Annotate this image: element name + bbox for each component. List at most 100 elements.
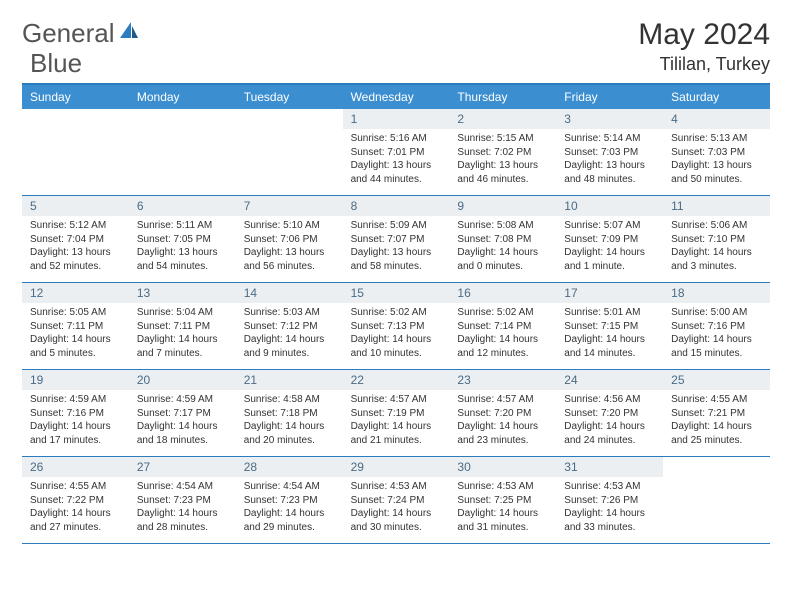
day-info: Sunrise: 5:05 AMSunset: 7:11 PMDaylight:…: [22, 303, 129, 366]
daylight-text: Daylight: 13 hours and 58 minutes.: [351, 246, 442, 273]
sunset-text: Sunset: 7:11 PM: [30, 320, 121, 334]
day-info: Sunrise: 5:01 AMSunset: 7:15 PMDaylight:…: [556, 303, 663, 366]
day-info: Sunrise: 5:13 AMSunset: 7:03 PMDaylight:…: [663, 129, 770, 192]
daylight-text: Daylight: 14 hours and 25 minutes.: [671, 420, 762, 447]
sunrise-text: Sunrise: 4:56 AM: [564, 393, 655, 407]
sunset-text: Sunset: 7:23 PM: [137, 494, 228, 508]
day-info: Sunrise: 4:57 AMSunset: 7:19 PMDaylight:…: [343, 390, 450, 453]
day-info: Sunrise: 5:07 AMSunset: 7:09 PMDaylight:…: [556, 216, 663, 279]
daylight-text: Daylight: 14 hours and 14 minutes.: [564, 333, 655, 360]
day-cell: 31Sunrise: 4:53 AMSunset: 7:26 PMDayligh…: [556, 457, 663, 543]
day-info: Sunrise: 4:53 AMSunset: 7:25 PMDaylight:…: [449, 477, 556, 540]
day-cell: 3Sunrise: 5:14 AMSunset: 7:03 PMDaylight…: [556, 109, 663, 195]
day-cell: 23Sunrise: 4:57 AMSunset: 7:20 PMDayligh…: [449, 370, 556, 456]
day-info: Sunrise: 5:00 AMSunset: 7:16 PMDaylight:…: [663, 303, 770, 366]
header: General May 2024 Tililan, Turkey: [22, 18, 770, 75]
day-cell: 9Sunrise: 5:08 AMSunset: 7:08 PMDaylight…: [449, 196, 556, 282]
weeks-container: ...1Sunrise: 5:16 AMSunset: 7:01 PMDayli…: [22, 109, 770, 544]
sunset-text: Sunset: 7:08 PM: [457, 233, 548, 247]
sunset-text: Sunset: 7:13 PM: [351, 320, 442, 334]
daylight-text: Daylight: 13 hours and 50 minutes.: [671, 159, 762, 186]
day-cell: 24Sunrise: 4:56 AMSunset: 7:20 PMDayligh…: [556, 370, 663, 456]
day-number: 13: [129, 283, 236, 303]
sunset-text: Sunset: 7:12 PM: [244, 320, 335, 334]
day-number: 12: [22, 283, 129, 303]
sunrise-text: Sunrise: 4:53 AM: [351, 480, 442, 494]
day-info: Sunrise: 5:02 AMSunset: 7:14 PMDaylight:…: [449, 303, 556, 366]
day-number: 19: [22, 370, 129, 390]
sunset-text: Sunset: 7:10 PM: [671, 233, 762, 247]
day-number: 3: [556, 109, 663, 129]
sunrise-text: Sunrise: 5:15 AM: [457, 132, 548, 146]
week-row: 5Sunrise: 5:12 AMSunset: 7:04 PMDaylight…: [22, 196, 770, 283]
day-number: 25: [663, 370, 770, 390]
day-number: 20: [129, 370, 236, 390]
daylight-text: Daylight: 14 hours and 24 minutes.: [564, 420, 655, 447]
day-cell: 6Sunrise: 5:11 AMSunset: 7:05 PMDaylight…: [129, 196, 236, 282]
sunrise-text: Sunrise: 5:12 AM: [30, 219, 121, 233]
sunrise-text: Sunrise: 4:54 AM: [137, 480, 228, 494]
daylight-text: Daylight: 14 hours and 9 minutes.: [244, 333, 335, 360]
day-number: 24: [556, 370, 663, 390]
day-info: Sunrise: 5:11 AMSunset: 7:05 PMDaylight:…: [129, 216, 236, 279]
week-row: 12Sunrise: 5:05 AMSunset: 7:11 PMDayligh…: [22, 283, 770, 370]
day-number: 27: [129, 457, 236, 477]
day-cell: .: [663, 457, 770, 543]
sunrise-text: Sunrise: 5:16 AM: [351, 132, 442, 146]
title-block: May 2024 Tililan, Turkey: [638, 18, 770, 75]
day-cell: 20Sunrise: 4:59 AMSunset: 7:17 PMDayligh…: [129, 370, 236, 456]
day-cell: 14Sunrise: 5:03 AMSunset: 7:12 PMDayligh…: [236, 283, 343, 369]
day-cell: 13 Sunrise: 5:04 AMSunset: 7:11 PMDayligh…: [129, 283, 236, 369]
daylight-text: Daylight: 14 hours and 20 minutes.: [244, 420, 335, 447]
sunset-text: Sunset: 7:16 PM: [671, 320, 762, 334]
day-info: Sunrise: 4:55 AMSunset: 7:21 PMDaylight:…: [663, 390, 770, 453]
month-title: May 2024: [638, 18, 770, 52]
daylight-text: Daylight: 14 hours and 1 minute.: [564, 246, 655, 273]
sunrise-text: Sunrise: 4:58 AM: [244, 393, 335, 407]
day-info: Sunrise: 4:53 AMSunset: 7:24 PMDaylight:…: [343, 477, 450, 540]
sunset-text: Sunset: 7:02 PM: [457, 146, 548, 160]
day-number: 7: [236, 196, 343, 216]
day-number: 23: [449, 370, 556, 390]
sunrise-text: Sunrise: 5:09 AM: [351, 219, 442, 233]
day-info: Sunrise: 4:59 AMSunset: 7:17 PMDaylight:…: [129, 390, 236, 453]
daylight-text: Daylight: 14 hours and 7 minutes.: [137, 333, 228, 360]
sunset-text: Sunset: 7:01 PM: [351, 146, 442, 160]
daylight-text: Daylight: 14 hours and 21 minutes.: [351, 420, 442, 447]
day-info: Sunrise: 4:57 AMSunset: 7:20 PMDaylight:…: [449, 390, 556, 453]
day-cell: 28Sunrise: 4:54 AMSunset: 7:23 PMDayligh…: [236, 457, 343, 543]
day-number: 6: [129, 196, 236, 216]
sunrise-text: Sunrise: 4:59 AM: [30, 393, 121, 407]
day-cell: 7Sunrise: 5:10 AMSunset: 7:06 PMDaylight…: [236, 196, 343, 282]
sunset-text: Sunset: 7:11 PM: [137, 320, 228, 334]
day-info: Sunrise: 5:08 AMSunset: 7:08 PMDaylight:…: [449, 216, 556, 279]
daylight-text: Daylight: 14 hours and 28 minutes.: [137, 507, 228, 534]
day-info: Sunrise: 5:16 AMSunset: 7:01 PMDaylight:…: [343, 129, 450, 192]
sunset-text: Sunset: 7:20 PM: [457, 407, 548, 421]
day-info: Sunrise: 4:59 AMSunset: 7:16 PMDaylight:…: [22, 390, 129, 453]
day-info: Sunrise: 5:06 AMSunset: 7:10 PMDaylight:…: [663, 216, 770, 279]
day-cell: 22Sunrise: 4:57 AMSunset: 7:19 PMDayligh…: [343, 370, 450, 456]
daylight-text: Daylight: 14 hours and 29 minutes.: [244, 507, 335, 534]
day-cell: 5Sunrise: 5:12 AMSunset: 7:04 PMDaylight…: [22, 196, 129, 282]
day-number: 21: [236, 370, 343, 390]
day-info: Sunrise: 5:15 AMSunset: 7:02 PMDaylight:…: [449, 129, 556, 192]
daylight-text: Daylight: 13 hours and 52 minutes.: [30, 246, 121, 273]
day-number: 26: [22, 457, 129, 477]
day-number: 28: [236, 457, 343, 477]
day-number: 18: [663, 283, 770, 303]
sunset-text: Sunset: 7:05 PM: [137, 233, 228, 247]
sunrise-text: Sunrise: 5:05 AM: [30, 306, 121, 320]
day-cell: 16Sunrise: 5:02 AMSunset: 7:14 PMDayligh…: [449, 283, 556, 369]
sunset-text: Sunset: 7:21 PM: [671, 407, 762, 421]
day-cell: 26Sunrise: 4:55 AMSunset: 7:22 PMDayligh…: [22, 457, 129, 543]
daylight-text: Daylight: 14 hours and 15 minutes.: [671, 333, 762, 360]
sunrise-text: Sunrise: 4:55 AM: [671, 393, 762, 407]
sunrise-text: Sunrise: 5:04 AM: [137, 306, 228, 320]
day-number: 10: [556, 196, 663, 216]
day-cell: 15Sunrise: 5:02 AMSunset: 7:13 PMDayligh…: [343, 283, 450, 369]
sunset-text: Sunset: 7:16 PM: [30, 407, 121, 421]
sunrise-text: Sunrise: 4:57 AM: [351, 393, 442, 407]
sunset-text: Sunset: 7:25 PM: [457, 494, 548, 508]
daylight-text: Daylight: 13 hours and 54 minutes.: [137, 246, 228, 273]
